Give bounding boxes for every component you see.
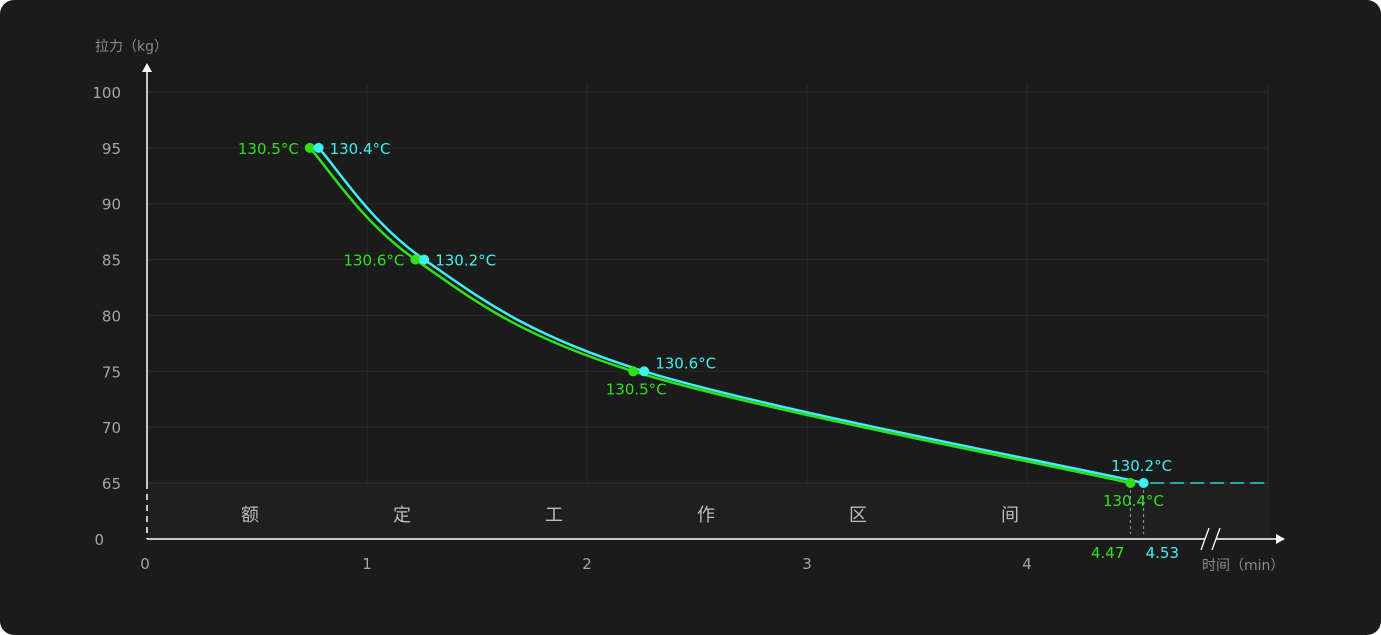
data-label: 130.4°C [330,140,391,158]
data-point [1138,478,1149,488]
grid [147,85,1269,539]
y-tick-label: 65 [102,475,121,493]
data-point [1125,478,1136,488]
y-tick-label: 75 [102,363,121,381]
x-tick-label: 1 [362,555,372,573]
axis-break-icon [1200,527,1210,551]
y-tick-label: 90 [102,196,121,214]
zone-label-char: 区 [849,505,867,526]
data-label: 130.4°C [1103,492,1164,510]
zone-band [147,483,1268,539]
x-axis-arrow-icon [1276,534,1285,544]
axes: 拉力（kg） 时间（min） 100 95 90 85 80 75 70 65 0 0 1 2 3 4 4.47… [92,39,1285,574]
data-label: 130.5°C [606,380,667,398]
data-point [313,142,324,153]
y-tick-label: 70 [102,419,121,437]
x-tick-label: 2 [582,555,592,573]
x-tick-label: 0 [140,555,150,573]
axis-break-icon [1211,527,1221,551]
zone-label-char: 额 [241,505,259,526]
y-axis-arrow-icon [142,63,152,72]
zone-label-char: 间 [1001,505,1019,526]
data-point [628,366,639,377]
x-tick-label: 4 [1022,555,1032,573]
data-labels: 130.5°C 130.6°C 130.5°C 130.4°C 130.4°C 130.2… [238,140,1172,510]
data-point [419,254,430,265]
data-point [410,254,421,265]
series-line [317,146,1144,485]
x-tick-label: 3 [802,555,812,573]
data-label: 130.6°C [655,354,716,372]
series-group [304,142,1266,488]
y-tick-label: 95 [102,140,121,158]
x-axis-title: 时间（min） [1202,558,1284,574]
y-tick-label: 100 [92,84,121,102]
zone-label-char: 作 [697,505,715,526]
zone-label-char: 工 [545,505,563,526]
data-point [304,142,315,153]
zone-label-char: 定 [393,505,411,526]
y-tick-label: 80 [102,307,121,325]
y-axis-title: 拉力（kg） [95,39,168,55]
zone-labels: 额定工作区间 [147,482,1268,539]
data-label: 130.6°C [343,252,404,270]
end-marker-label: 4.47 [1091,544,1124,562]
data-point [639,366,650,377]
data-label: 130.2°C [1111,457,1172,475]
y-tick-label-zero: 0 [94,531,104,549]
y-tick-label: 85 [102,252,121,270]
series-line [308,146,1131,485]
data-label: 130.5°C [238,140,299,158]
data-label: 130.2°C [435,252,496,270]
end-marker-label: 4.53 [1146,544,1179,562]
